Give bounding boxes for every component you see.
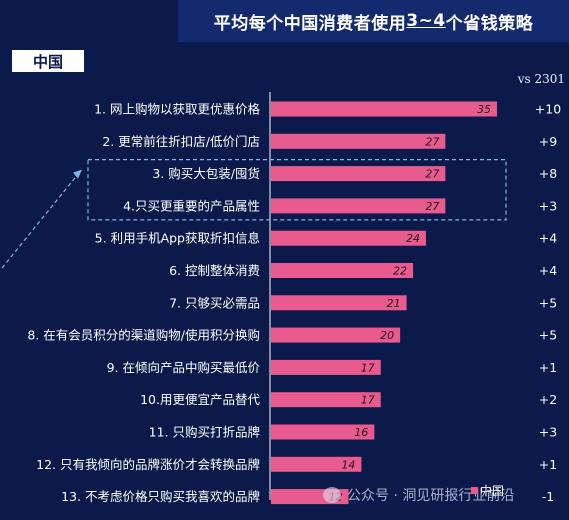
change-label: +2: [539, 392, 557, 407]
category-label: 1. 网上购物以获取更优惠价格: [94, 102, 260, 117]
category-label: 4.只买更重要的产品属性: [123, 198, 260, 213]
bar-value-label: 27: [425, 200, 439, 213]
change-label: +1: [539, 360, 557, 375]
bar-value-label: 20: [380, 329, 394, 342]
bar: [271, 424, 375, 440]
change-label: +8: [539, 166, 557, 181]
change-label: -1: [542, 489, 554, 504]
bar: [271, 327, 401, 343]
bar-value-label: 17: [361, 361, 375, 374]
change-label: +5: [539, 328, 557, 343]
bar: [271, 359, 381, 375]
change-label: +5: [539, 295, 557, 310]
bar-value-label: 27: [425, 135, 439, 148]
bar: [271, 101, 497, 117]
annotation-arrow-line: [1, 171, 81, 269]
chart-title: 平均每个中国消费者使用 3~4 个省钱策略: [178, 0, 569, 42]
wechat-icon: [323, 487, 341, 503]
category-label: 11. 只购买打折品牌: [149, 425, 260, 440]
title-part-3: 个省钱策略: [445, 13, 534, 34]
change-label: +4: [539, 263, 557, 278]
bar-value-label: 21: [387, 297, 401, 310]
category-label: 3. 购买大包装/囤货: [152, 166, 260, 181]
highlight-box: [87, 159, 507, 221]
change-label: +1: [539, 457, 557, 472]
category-label: 5. 利用手机App获取折扣信息: [95, 231, 260, 246]
change-label: +10: [535, 102, 561, 117]
bar: [271, 263, 414, 278]
bar-value-label: 17: [361, 394, 375, 407]
bar: [271, 166, 446, 182]
bar-value-label: 14: [341, 458, 355, 471]
legend: 中国: [471, 482, 504, 499]
bar-value-label: 16: [354, 426, 368, 439]
category-label: 8. 在有会员积分的渠道购物/使用积分换购: [27, 328, 260, 343]
legend-swatch: [471, 487, 478, 494]
region-label: 中国: [12, 50, 84, 72]
bar: [271, 295, 407, 311]
change-label: +3: [539, 198, 557, 213]
bar-value-label: 35: [477, 103, 491, 116]
title-part-2: 3~4: [406, 11, 446, 31]
bar-value-label: 22: [393, 265, 407, 278]
category-label: 2. 更常前往折扣店/低价门店: [102, 134, 260, 149]
compare-label: vs 2301: [517, 72, 565, 86]
category-label: 7. 只够买必需品: [169, 295, 260, 310]
annotation-arrow-head: [73, 169, 82, 179]
change-label: +9: [539, 134, 557, 149]
category-label: 13. 不考虑价格只购买我喜欢的品牌: [61, 489, 260, 504]
bar: [271, 456, 362, 472]
category-label: 10.用更便宜产品替代: [140, 392, 260, 407]
change-label: +3: [539, 425, 557, 440]
bar: [271, 198, 446, 214]
category-label: 6. 控制整体消费: [169, 263, 260, 278]
bar: [271, 133, 446, 149]
bar-value-label: 27: [425, 168, 439, 181]
bar-value-label: 24: [406, 232, 420, 245]
title-part-1: 平均每个中国消费者使用: [213, 13, 407, 34]
category-label: 12. 只有我倾向的品牌涨价才会转换品牌: [36, 457, 260, 472]
legend-label: 中国: [480, 484, 505, 498]
category-label: 9. 在倾向产品中购买最低价: [107, 360, 261, 375]
bar: [271, 392, 381, 408]
bar: [271, 230, 426, 246]
change-label: +4: [539, 231, 557, 246]
